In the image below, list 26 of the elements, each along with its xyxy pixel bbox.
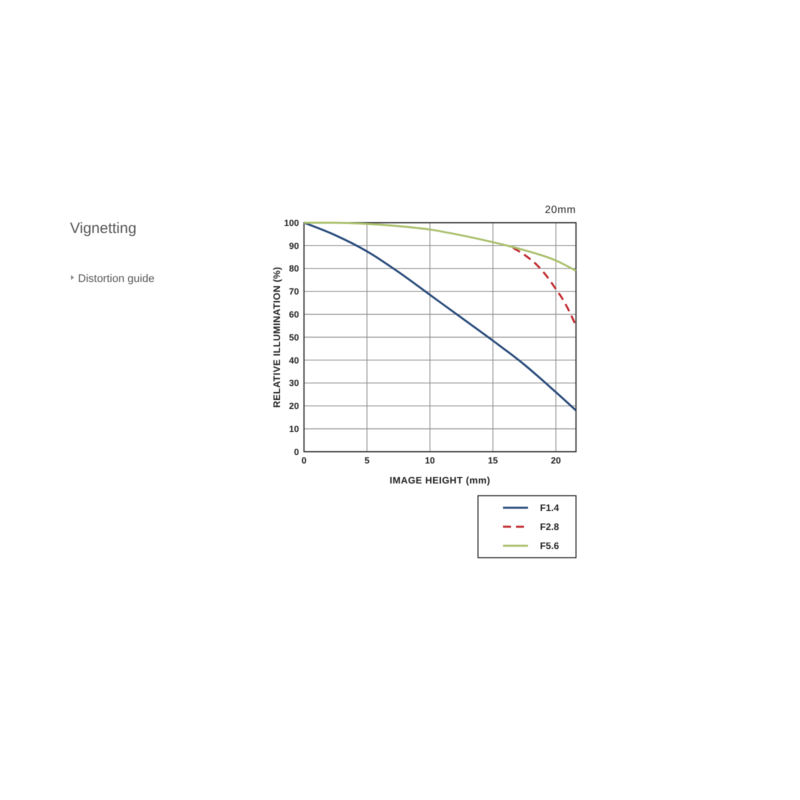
y-tick-label: 20	[288, 401, 299, 412]
x-tick-label: 0	[301, 456, 307, 466]
y-tick-label: 80	[288, 264, 299, 274]
x-tick-label: 10	[424, 456, 435, 466]
y-tick-label: 30	[288, 378, 299, 388]
line-series	[303, 222, 577, 272]
y-tick-label: 40	[288, 355, 299, 366]
y-tick-label: 70	[288, 286, 299, 297]
line-series	[303, 222, 577, 412]
text: Distortion guide	[78, 273, 154, 285]
y-tick-label: 50	[288, 332, 299, 342]
x-tick-label: 20	[550, 456, 561, 466]
y-tick-label: 60	[288, 310, 299, 320]
legend-label: F2.8	[540, 522, 560, 534]
legend-label: F1.4	[540, 503, 560, 514]
text: Vignetting	[70, 220, 136, 237]
y-tick-label: 0	[294, 446, 299, 457]
legend-label: F5.6	[540, 541, 560, 552]
x-axis-title: IMAGE HEIGHT (mm)	[390, 476, 490, 487]
y-axis-title: RELATIVE ILLUMINATION (%)	[272, 266, 283, 408]
y-tick-label: 10	[288, 424, 299, 434]
x-tick-label: 15	[488, 456, 498, 466]
y-tick-label: 100	[284, 218, 299, 228]
y-tick-label: 90	[288, 240, 299, 251]
chart-subtitle: 20mm	[544, 204, 576, 216]
x-tick-label: 5	[364, 456, 370, 466]
